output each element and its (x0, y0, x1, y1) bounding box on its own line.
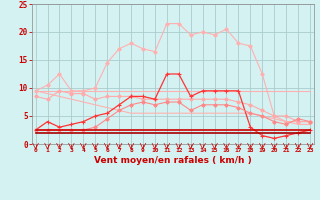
X-axis label: Vent moyen/en rafales ( km/h ): Vent moyen/en rafales ( km/h ) (94, 156, 252, 165)
